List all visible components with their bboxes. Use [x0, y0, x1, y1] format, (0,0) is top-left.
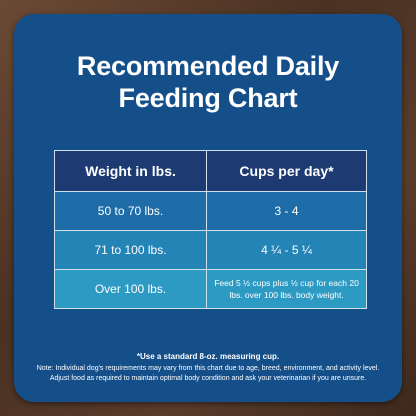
feeding-chart-card: Recommended Daily Feeding Chart Weight i… — [14, 14, 402, 402]
footnote-body: Note: Individual dog's requirements may … — [36, 365, 380, 382]
cups-cell: Feed 5 ½ cups plus ½ cup for each 20 lbs… — [206, 269, 367, 309]
weight-cell: 71 to 100 lbs. — [54, 230, 207, 270]
weight-cell: 50 to 70 lbs. — [54, 191, 207, 231]
cups-cell: 4 ¼ - 5 ¼ — [206, 230, 367, 270]
title-line-2: Feeding Chart — [118, 83, 298, 113]
title-line-1: Recommended Daily — [76, 51, 340, 81]
footnote-title: *Use a standard 8-oz. measuring cup. — [136, 352, 280, 361]
table-row: 71 to 100 lbs. 4 ¼ - 5 ¼ — [54, 230, 367, 270]
cups-cell: 3 - 4 — [206, 191, 367, 231]
feeding-table: Weight in lbs. Cups per day* 50 to 70 lb… — [54, 150, 367, 309]
table-row: Over 100 lbs. Feed 5 ½ cups plus ½ cup f… — [54, 269, 367, 309]
chart-title: Recommended Daily Feeding Chart — [14, 50, 402, 114]
header-cups: Cups per day* — [206, 150, 367, 192]
weight-cell: Over 100 lbs. — [54, 269, 207, 309]
header-weight: Weight in lbs. — [54, 150, 207, 192]
table-header-row: Weight in lbs. Cups per day* — [54, 150, 367, 192]
table-row: 50 to 70 lbs. 3 - 4 — [54, 191, 367, 231]
